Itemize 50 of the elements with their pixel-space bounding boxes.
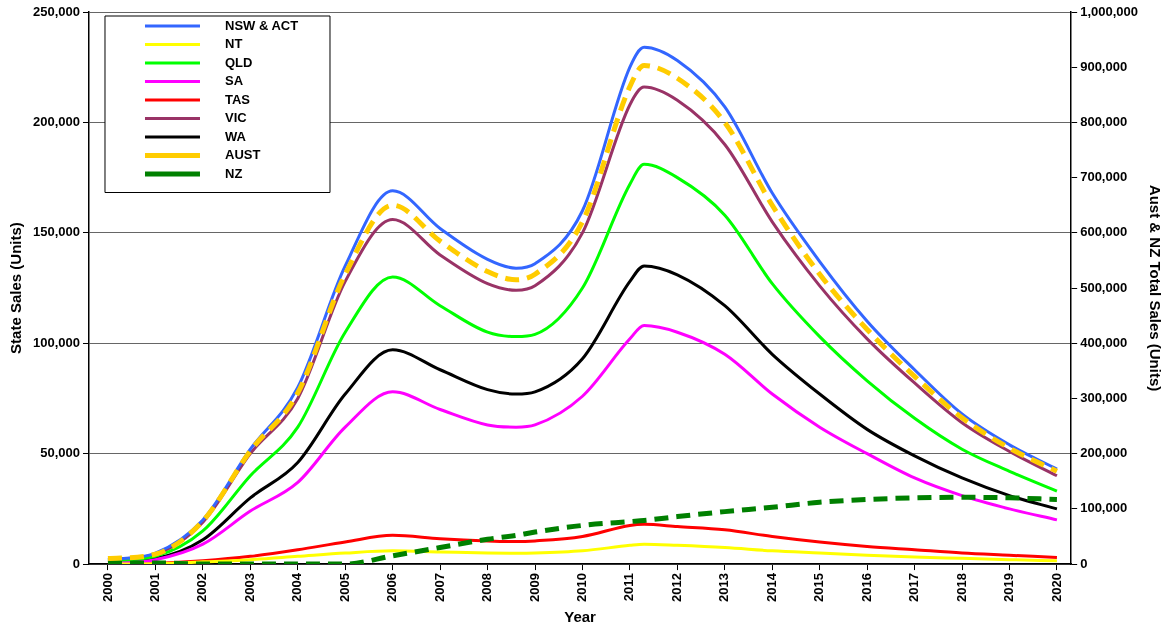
y2-tick-label: 100,000 <box>1080 500 1128 516</box>
legend-label: AUST <box>224 147 261 163</box>
y-tick-label: 50,000 <box>40 445 80 461</box>
y2-tick-label: 300,000 <box>1080 390 1128 406</box>
x-tick-label: 2006 <box>384 573 400 602</box>
legend-label: QLD <box>224 54 253 70</box>
x-tick-label: 2004 <box>289 572 305 602</box>
y2-tick-label: 200,000 <box>1080 445 1128 461</box>
legend-label: NT <box>224 36 243 52</box>
x-tick-label: 2009 <box>526 573 542 602</box>
x-tick-label: 2016 <box>858 573 874 602</box>
y2-tick-label: 800,000 <box>1080 113 1128 129</box>
y2-tick-label: 700,000 <box>1080 169 1128 185</box>
y-tick-label: 250,000 <box>32 3 80 19</box>
x-tick-label: 2008 <box>479 573 495 602</box>
legend-label: TAS <box>224 91 251 107</box>
y2-tick-label: 0 <box>1080 555 1088 571</box>
x-tick-label: 2018 <box>953 573 969 602</box>
x-tick-label: 2003 <box>241 573 257 602</box>
x-tick-label: 2010 <box>574 573 590 602</box>
legend-label: NSW & ACT <box>224 17 299 33</box>
legend-label: VIC <box>224 110 248 126</box>
y-tick-label: 0 <box>72 555 80 571</box>
legend-label: NZ <box>224 165 243 181</box>
x-axis-title: Year <box>564 608 597 626</box>
y2-tick-label: 1,000,000 <box>1080 3 1139 19</box>
x-tick-label: 2011 <box>621 573 637 602</box>
y2-tick-label: 900,000 <box>1080 58 1128 74</box>
x-tick-label: 2007 <box>431 573 447 602</box>
y-tick-label: 200,000 <box>32 113 80 129</box>
x-tick-label: 2014 <box>763 572 779 602</box>
y-tick-label: 100,000 <box>32 334 80 350</box>
x-tick-label: 2013 <box>716 573 732 602</box>
x-tick-label: 2015 <box>811 573 827 602</box>
x-tick-label: 2002 <box>194 573 210 602</box>
x-tick-label: 2005 <box>336 573 352 602</box>
x-tick-label: 2012 <box>668 573 684 602</box>
y2-axis-title: Aust & NZ Total Sales (Units) <box>1146 184 1164 392</box>
y2-tick-label: 600,000 <box>1080 224 1128 240</box>
x-tick-label: 2000 <box>99 573 115 602</box>
y2-tick-label: 500,000 <box>1080 279 1128 295</box>
x-tick-label: 2020 <box>1048 573 1064 602</box>
legend-label: WA <box>224 128 247 144</box>
y-tick-label: 150,000 <box>32 224 80 240</box>
x-tick-label: 2001 <box>147 573 162 602</box>
legend-label: SA <box>224 73 244 89</box>
x-tick-label: 2019 <box>1001 573 1017 602</box>
y-axis-title: State Sales (Units) <box>7 222 25 354</box>
x-tick-label: 2017 <box>906 573 922 602</box>
y2-tick-label: 400,000 <box>1080 334 1128 350</box>
